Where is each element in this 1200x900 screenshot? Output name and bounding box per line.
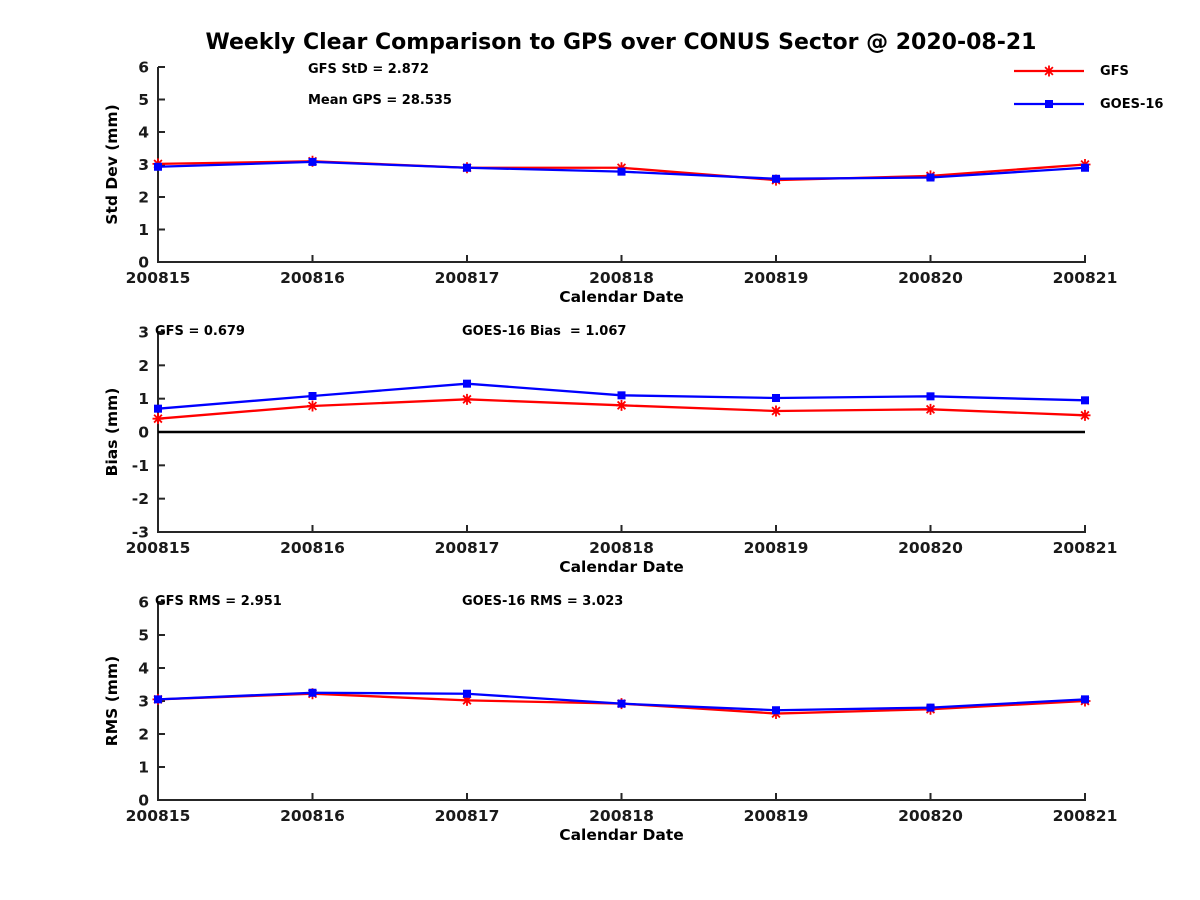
x-tick-label: 200817 bbox=[435, 539, 500, 557]
y-tick-label: 6 bbox=[138, 594, 149, 612]
x-tick-label: 200816 bbox=[280, 539, 345, 557]
marker-asterisk bbox=[461, 393, 473, 405]
marker-square bbox=[308, 157, 317, 166]
x-axis-title: Calendar Date bbox=[559, 288, 684, 306]
marker-square bbox=[154, 695, 162, 704]
y-tick-label: 6 bbox=[138, 59, 149, 77]
x-tick-label: 200815 bbox=[126, 269, 191, 287]
y-tick-label: 5 bbox=[138, 627, 149, 645]
marker-square bbox=[772, 706, 780, 715]
y-tick-label: 1 bbox=[138, 221, 149, 239]
marker-square bbox=[463, 163, 471, 172]
marker-square bbox=[308, 688, 317, 697]
x-tick-label: 200821 bbox=[1053, 269, 1118, 287]
annotation-gfs-bias: GFS = 0.679 bbox=[155, 324, 245, 339]
y-tick-label: 2 bbox=[138, 726, 149, 744]
y-tick-label: 0 bbox=[138, 254, 149, 272]
x-tick-label: 200818 bbox=[589, 269, 654, 287]
marker-square bbox=[154, 404, 162, 413]
marker-square bbox=[617, 391, 626, 400]
marker-square bbox=[926, 173, 935, 182]
panel-2: 0 1 2 3 4 5 6 200815 200816 200817 200818 200819 200… bbox=[103, 594, 1117, 845]
marker-asterisk bbox=[1079, 409, 1091, 421]
marker-square bbox=[772, 174, 780, 183]
marker-asterisk bbox=[770, 405, 782, 417]
annotation-gfs-rms: GFS RMS = 2.951 bbox=[155, 594, 282, 609]
annotation-gfs-std: GFS StD = 2.872 bbox=[308, 62, 429, 77]
marker-asterisk bbox=[152, 413, 164, 425]
x-tick-label: 200819 bbox=[744, 539, 809, 557]
marker-square bbox=[926, 392, 935, 401]
x-tick-label: 200819 bbox=[744, 807, 809, 825]
legend-entry-goes16: GOES-16 bbox=[1012, 96, 1163, 112]
x-tick-label: 200820 bbox=[898, 269, 963, 287]
marker-square bbox=[772, 394, 780, 402]
marker-square bbox=[308, 392, 317, 400]
marker-asterisk bbox=[616, 399, 627, 411]
marker-square bbox=[463, 689, 471, 698]
x-tick-label: 200819 bbox=[744, 269, 809, 287]
y-tick-label: 1 bbox=[138, 759, 149, 777]
x-axis-title: Calendar Date bbox=[559, 558, 684, 576]
panel-0: 0 1 2 3 4 5 6 200815 200816 200817 200818 200819 200… bbox=[103, 59, 1117, 307]
marker-square bbox=[1045, 100, 1053, 108]
panel-1: -3 -2 -1 0 1 2 3 200815 200816 200817 200818 200819… bbox=[103, 324, 1117, 577]
marker-square bbox=[154, 162, 162, 171]
x-tick-label: 200818 bbox=[589, 539, 654, 557]
marker-square bbox=[617, 699, 626, 708]
x-tick-label: 200816 bbox=[280, 807, 345, 825]
x-axis-title: Calendar Date bbox=[559, 826, 684, 844]
y-tick-label: 5 bbox=[138, 91, 149, 109]
y-tick-label: -2 bbox=[132, 490, 149, 508]
x-tick-label: 200820 bbox=[898, 807, 963, 825]
marker-square bbox=[1081, 163, 1089, 172]
x-tick-label: 200821 bbox=[1053, 807, 1118, 825]
legend-entry-gfs: GFS bbox=[1012, 63, 1163, 79]
legend-label-goes16: GOES-16 bbox=[1100, 96, 1164, 112]
marker-asterisk bbox=[1043, 65, 1055, 77]
y-tick-label: 2 bbox=[138, 189, 149, 207]
y-axis-title: Bias (mm) bbox=[103, 388, 121, 477]
x-tick-label: 200817 bbox=[435, 807, 500, 825]
marker-square bbox=[1081, 695, 1089, 704]
y-tick-label: 0 bbox=[138, 424, 149, 442]
y-tick-label: 4 bbox=[138, 124, 149, 142]
x-tick-label: 200818 bbox=[589, 807, 654, 825]
marker-square bbox=[1081, 396, 1089, 405]
chart-title: Weekly Clear Comparison to GPS over CONU… bbox=[205, 30, 1037, 55]
y-tick-label: 3 bbox=[138, 693, 149, 711]
x-tick-label: 200820 bbox=[898, 539, 963, 557]
x-tick-label: 200816 bbox=[280, 269, 345, 287]
x-tick-label: 200815 bbox=[126, 539, 191, 557]
annotation-goes16-bias: GOES-16 Bias = 1.067 bbox=[462, 324, 627, 339]
legend-label-gfs: GFS bbox=[1100, 63, 1129, 79]
y-tick-label: 3 bbox=[138, 324, 149, 342]
annotation-mean-gps: Mean GPS = 28.535 bbox=[308, 93, 452, 108]
marker-square bbox=[926, 703, 935, 712]
x-tick-label: 200817 bbox=[435, 269, 500, 287]
y-tick-label: -1 bbox=[132, 457, 149, 475]
y-axis-title: RMS (mm) bbox=[103, 656, 121, 746]
marker-square bbox=[617, 167, 626, 176]
x-tick-label: 200821 bbox=[1053, 539, 1118, 557]
goes16-line-square-icon bbox=[1014, 100, 1084, 108]
y-tick-label: 2 bbox=[138, 357, 149, 375]
y-tick-label: 4 bbox=[138, 660, 149, 678]
x-tick-label: 200815 bbox=[126, 807, 191, 825]
y-tick-label: 3 bbox=[138, 156, 149, 174]
marker-asterisk bbox=[925, 403, 936, 415]
marker-asterisk bbox=[307, 400, 318, 412]
legend: GFS GOES-16 bbox=[1012, 63, 1163, 112]
annotation-goes16-rms: GOES-16 RMS = 3.023 bbox=[462, 594, 624, 609]
marker-square bbox=[463, 379, 471, 388]
y-tick-label: 1 bbox=[138, 390, 149, 408]
y-tick-label: -3 bbox=[132, 524, 149, 542]
y-tick-label: 0 bbox=[138, 792, 149, 810]
y-axis-title: Std Dev (mm) bbox=[103, 104, 121, 224]
marker-asterisk bbox=[461, 694, 473, 706]
gfs-line-asterisk-icon bbox=[1014, 65, 1084, 77]
